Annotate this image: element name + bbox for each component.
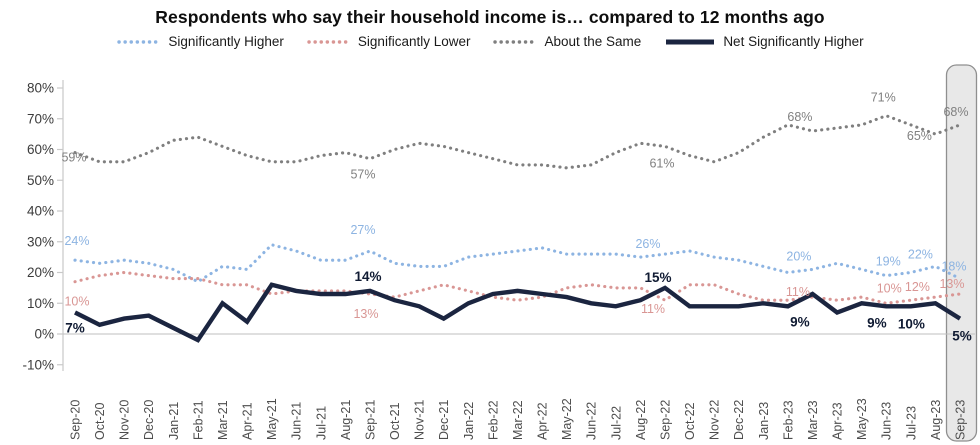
data-label-significantly-higher-sep-23: 18% [941,260,966,274]
legend: Significantly Higher Significantly Lower A… [0,34,980,49]
x-axis-label-aug-22: Aug-22 [634,400,648,440]
data-label-net-significantly-higher-sep-22: 15% [644,270,671,285]
x-axis-label-mar-23: Mar-23 [806,400,820,440]
x-axis-label-feb-21: Feb-21 [191,400,205,440]
data-label-about-the-same-sep-23: 68% [943,105,968,119]
legend-item-net-significantly-higher: Net Significantly Higher [663,34,864,49]
y-axis-label: 50% [27,173,54,188]
data-label-significantly-lower-sep-21: 13% [353,307,378,321]
data-label-about-the-same-sep-22: 61% [649,156,674,170]
x-axis-label-sep-23: Sep-23 [953,400,967,440]
x-axis-label-jul-22: Jul-22 [609,406,623,440]
x-axis-label-jan-21: Jan-21 [167,402,181,440]
x-axis-label-dec-22: Dec-22 [732,400,746,440]
legend-swatch-dotted-line-icon [307,39,351,44]
data-label-significantly-lower-sep-22: 11% [641,302,665,316]
data-label-net-significantly-higher-sep-21: 14% [354,269,381,284]
x-axis-label-oct-21: Oct-21 [388,402,402,440]
data-label-about-the-same-feb-23: 68% [787,110,812,124]
x-axis-label-mar-21: Mar-21 [216,400,230,440]
x-axis-label-jan-22: Jan-22 [462,402,476,440]
data-label-significantly-higher-feb-23: 20% [786,250,811,264]
x-axis-label-nov-22: Nov-22 [708,400,722,440]
legend-label: Significantly Lower [357,34,471,49]
data-label-significantly-higher-jun-23: 19% [876,255,901,269]
x-axis-label-jan-23: Jan-23 [757,402,771,440]
y-axis-label: 10% [27,296,54,311]
legend-item-about-the-same: About the Same [492,34,641,49]
x-axis-label-feb-22: Feb-22 [486,400,500,440]
highlight-band-sep-23 [945,64,978,442]
legend-item-significantly-higher: Significantly Higher [116,34,284,49]
x-axis-label-dec-21: Dec-21 [437,400,451,440]
x-axis-label-oct-20: Oct-20 [93,402,107,440]
data-label-about-the-same-sep-20: 59% [61,151,86,165]
legend-label: About the Same [544,34,642,49]
y-axis-label: 0% [34,327,54,342]
series-line-significantly-higher [73,243,962,284]
x-axis-label-apr-23: Apr-23 [831,402,845,440]
data-label-significantly-lower-sep-23: 13% [939,277,964,291]
data-label-about-the-same-jun-23: 71% [871,91,896,105]
legend-swatch-dotted-line-icon [117,39,162,44]
data-label-about-the-same-sep-21: 57% [350,168,375,182]
data-label-significantly-lower-feb-23: 11% [786,285,810,299]
series-line-net-significantly-higher [74,282,962,343]
y-axis-label: -10% [22,357,54,372]
x-axis-label-jun-22: Jun-22 [585,402,599,440]
y-axis-label: 20% [27,265,54,280]
x-axis-label-oct-22: Oct-22 [683,402,697,440]
data-label-net-significantly-higher-sep-23: 5% [952,329,972,344]
x-axis-label-may-22: May-22 [560,398,574,440]
x-axis-label-sep-22: Sep-22 [658,400,672,440]
x-axis-label-aug-23: Aug-23 [929,400,943,440]
series-line-significantly-lower [73,270,962,305]
x-axis-label-aug-21: Aug-21 [339,400,353,440]
series-line-about-the-same [73,114,962,170]
legend-swatch-dotted-line-icon [493,39,538,44]
data-label-net-significantly-higher-sep-20: 7% [65,320,85,335]
data-label-significantly-higher-sep-22: 26% [635,237,660,251]
data-label-net-significantly-higher-aug-23: 10% [898,316,925,331]
legend-label: Significantly Higher [168,34,284,49]
x-axis-label-may-21: May-21 [265,398,279,440]
legend-item-significantly-lower: Significantly Lower [306,34,471,49]
data-label-significantly-higher-sep-21: 27% [350,223,375,237]
x-axis-label-apr-22: Apr-22 [536,402,550,440]
data-label-significantly-higher-aug-23: 22% [908,247,933,261]
x-axis-label-sep-21: Sep-21 [363,400,377,440]
x-axis-label-may-23: May-23 [855,398,869,440]
y-axis-label: 80% [27,81,54,96]
legend-swatch-solid-line-icon [666,39,715,44]
data-label-net-significantly-higher-feb-23: 9% [790,314,810,329]
x-axis-label-sep-20: Sep-20 [69,400,83,440]
x-axis-label-jun-21: Jun-21 [290,402,304,440]
x-axis-label-jul-21: Jul-21 [314,406,328,440]
x-axis-label-mar-22: Mar-22 [511,400,525,440]
data-label-significantly-lower-jun-23: 10% [877,281,902,295]
x-axis-label-apr-21: Apr-21 [241,402,255,440]
y-axis-label: 70% [27,111,54,126]
chart-title: Respondents who say their household inco… [155,7,825,27]
x-axis-label-jul-23: Jul-23 [904,406,918,440]
y-axis-label: 40% [27,204,54,219]
y-axis-label: 30% [27,234,54,249]
y-axis-label: 60% [27,142,54,157]
data-label-significantly-lower-sep-20: 10% [64,295,89,309]
legend-label: Net Significantly Higher [723,34,864,49]
x-axis-label-nov-21: Nov-21 [413,400,427,440]
x-axis-label-dec-20: Dec-20 [142,400,156,440]
data-label-significantly-lower-aug-23: 12% [905,280,930,294]
x-axis-label-jun-23: Jun-23 [880,402,894,440]
x-axis-label-nov-20: Nov-20 [118,400,132,440]
x-axis-label-feb-23: Feb-23 [781,400,795,440]
data-label-about-the-same-aug-23: 65% [907,129,932,143]
data-label-net-significantly-higher-jul-23: 9% [867,315,887,330]
data-label-significantly-higher-sep-20: 24% [64,234,89,248]
